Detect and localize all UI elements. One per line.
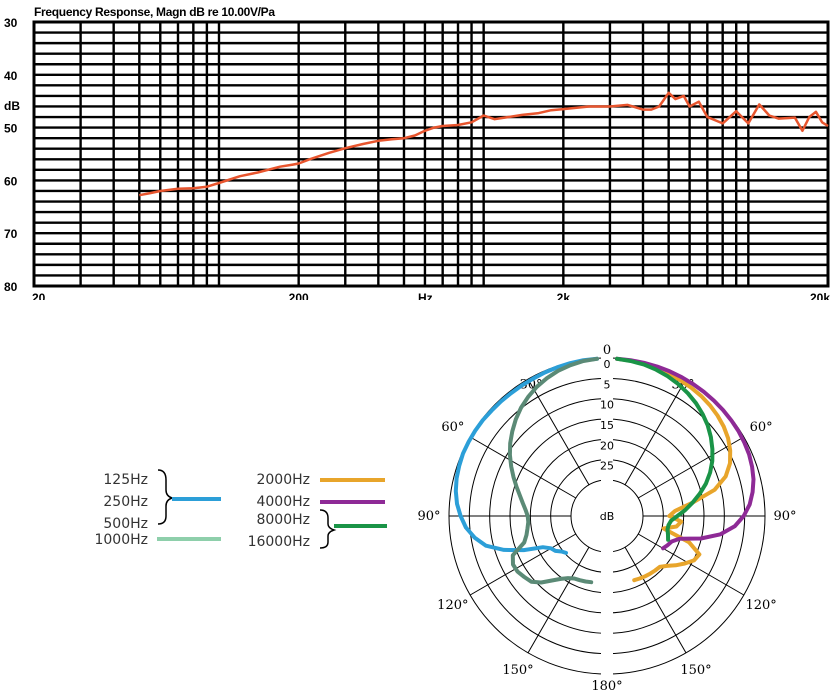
legend-label: 250Hz bbox=[103, 494, 148, 510]
polar-grid bbox=[448, 354, 766, 678]
angle-spoke bbox=[527, 546, 590, 654]
angle-label: 90° bbox=[417, 509, 440, 524]
legend-label: 125Hz bbox=[103, 472, 148, 488]
radial-tick-label: 10 bbox=[600, 399, 614, 412]
polar-series bbox=[453, 356, 756, 585]
y-tick-label: 30 bbox=[4, 16, 18, 30]
y-tick-label: 40 bbox=[4, 69, 18, 83]
legend-label: 8000Hz bbox=[256, 512, 310, 528]
polar-labels: dB0051015202530°60°90°120°150°180°30°60°… bbox=[417, 343, 796, 694]
angle-label: 120° bbox=[745, 598, 776, 613]
chart-title: Frequency Response, Magn dB re 10.00V/Pa bbox=[34, 5, 275, 19]
plot-grid bbox=[32, 20, 830, 288]
angle-spoke bbox=[469, 533, 577, 596]
legend-label: 4000Hz bbox=[256, 494, 310, 510]
x-tick-label: 20 bbox=[32, 291, 46, 300]
y-tick-label: 80 bbox=[4, 280, 18, 294]
top-angle-label: 0 bbox=[603, 343, 611, 358]
polar-series-line bbox=[453, 356, 599, 555]
angle-label: 150° bbox=[680, 663, 711, 678]
angle-spoke bbox=[637, 533, 745, 596]
legend-label: 500Hz bbox=[103, 516, 148, 532]
angle-label: 60° bbox=[441, 420, 464, 435]
radial-tick-label: 20 bbox=[600, 439, 614, 452]
x-tick-label: 20k bbox=[810, 291, 830, 300]
radial-tick-label: 0 bbox=[604, 358, 611, 371]
center-unit-label: dB bbox=[600, 510, 615, 523]
y-tick-label: 50 bbox=[4, 122, 18, 136]
angle-spoke bbox=[624, 546, 687, 654]
axis-ticks: 30 40 50 60 70 80 20 200 2k 20k bbox=[4, 16, 830, 300]
legend-label: 16000Hz bbox=[248, 534, 310, 550]
legend-brace bbox=[319, 509, 337, 549]
angle-label: 150° bbox=[502, 663, 533, 678]
angle-label: 180° bbox=[591, 679, 622, 694]
legend-label: 1000Hz bbox=[94, 532, 148, 548]
y-tick-label: 60 bbox=[4, 174, 18, 188]
x-tick-label: 2k bbox=[557, 291, 571, 300]
y-unit-label: dB bbox=[4, 99, 20, 113]
angle-spoke bbox=[624, 378, 687, 486]
series-line bbox=[139, 91, 829, 197]
center-gap bbox=[601, 354, 613, 678]
frequency-response-chart: Frequency Response, Magn dB re 10.00V/Pa… bbox=[4, 5, 830, 300]
y-tick-label: 70 bbox=[4, 227, 18, 241]
polar-series-line bbox=[615, 356, 715, 542]
angle-spoke bbox=[469, 436, 577, 499]
radial-tick-label: 15 bbox=[600, 419, 614, 432]
x-unit-label: Hz bbox=[418, 291, 433, 300]
legend-label: 2000Hz bbox=[256, 472, 310, 488]
x-tick-label: 200 bbox=[289, 291, 309, 300]
angle-label: 90° bbox=[773, 509, 796, 524]
legend-brace bbox=[157, 469, 175, 525]
radial-tick-label: 5 bbox=[604, 378, 611, 391]
angle-spoke bbox=[527, 378, 590, 486]
radial-tick-label: 25 bbox=[600, 460, 614, 473]
plot-frame bbox=[32, 20, 830, 288]
polar-series-line bbox=[615, 356, 756, 551]
polar-series-line bbox=[507, 356, 599, 585]
angle-label: 120° bbox=[437, 598, 468, 613]
angle-spoke bbox=[637, 436, 745, 499]
polar-series-line bbox=[615, 356, 733, 583]
polar-pattern-chart: dB0051015202530°60°90°120°150°180°30°60°… bbox=[94, 343, 796, 694]
angle-label: 60° bbox=[750, 420, 773, 435]
